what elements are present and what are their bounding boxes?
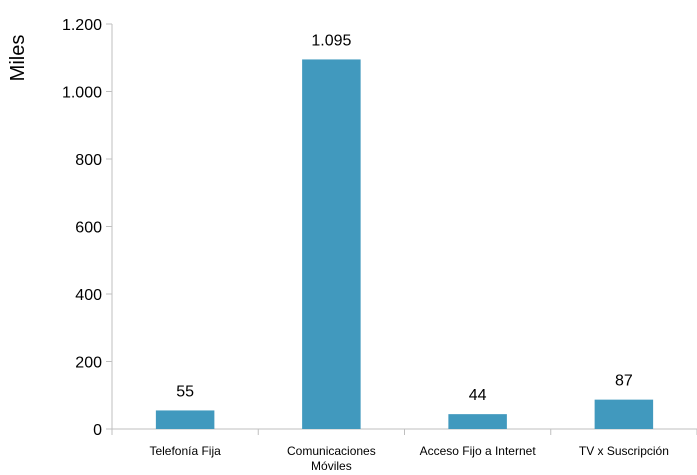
x-tick-label: TV x Suscripción — [579, 444, 669, 458]
x-tick-label: Acceso Fijo a Internet — [420, 444, 537, 458]
y-tick-label: 600 — [75, 220, 102, 237]
y-tick-label: 1.000 — [62, 85, 102, 102]
y-tick-label: 400 — [75, 287, 102, 304]
x-tick-label: Telefonía Fija — [149, 444, 221, 458]
data-labels: 55 1.095 44 87 — [176, 32, 633, 404]
bar — [448, 414, 507, 429]
x-axis: Telefonía Fija Comunicaciones Móviles Acces… — [149, 444, 668, 473]
y-axis: 0 200 400 600 800 1.000 1.200 — [62, 17, 112, 439]
data-label: 87 — [615, 373, 633, 390]
data-label: 44 — [469, 387, 487, 404]
x-tick-label: Comunicaciones Móviles — [287, 444, 376, 473]
bar — [302, 59, 361, 429]
data-label: 1.095 — [311, 32, 351, 49]
data-label: 55 — [176, 383, 194, 400]
y-tick-label: 800 — [75, 152, 102, 169]
y-axis-title: Miles — [7, 35, 29, 82]
y-tick-label: 200 — [75, 355, 102, 372]
bar — [594, 399, 654, 429]
y-tick-label: 1.200 — [62, 17, 102, 34]
bar — [155, 410, 215, 429]
bar-series — [155, 59, 654, 429]
x-axis-ticks — [111, 429, 697, 435]
y-tick-label: 0 — [93, 422, 102, 439]
